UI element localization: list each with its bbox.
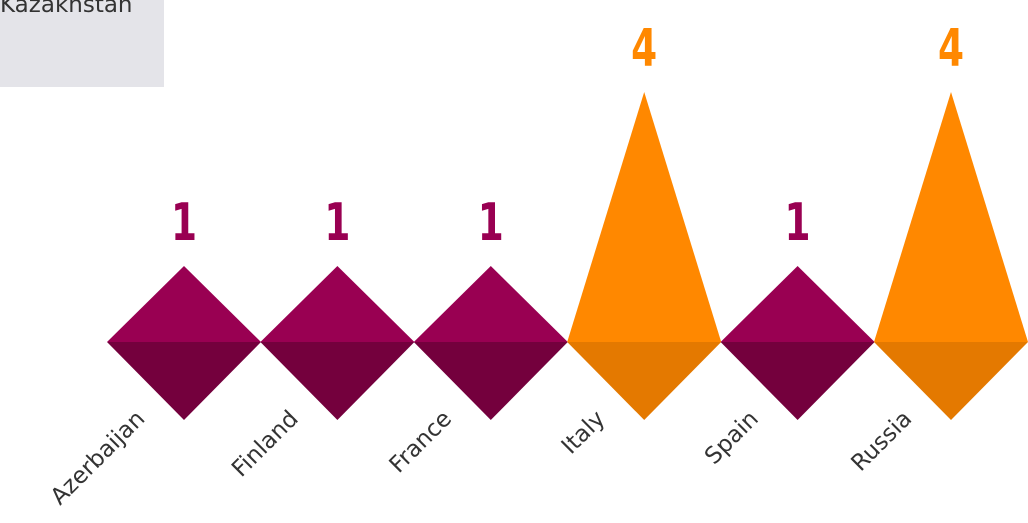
bar-lower: [260, 342, 415, 420]
value-label: 1: [171, 192, 197, 253]
bar-lower: [107, 342, 261, 420]
bar-lower: [567, 342, 722, 420]
legend-box: Kazakhstan: [0, 0, 164, 87]
bar-upper: [107, 266, 261, 342]
value-label: 4: [938, 18, 964, 79]
bar-lower: [874, 342, 1028, 420]
bar-lower: [720, 342, 875, 420]
value-label: 1: [324, 192, 350, 253]
category-label: Finland: [227, 406, 304, 483]
category-label: Russia: [847, 406, 918, 477]
bar-lower: [413, 342, 568, 420]
category-label: Azerbaijan: [46, 406, 150, 510]
bar-upper: [567, 92, 722, 342]
value-label: 1: [478, 192, 504, 253]
category-label: Spain: [700, 406, 764, 470]
bar-upper: [260, 266, 415, 342]
bar-upper: [413, 266, 568, 342]
bar-upper: [720, 266, 875, 342]
value-label: 1: [785, 192, 811, 253]
legend-label: Kazakhstan: [0, 0, 133, 18]
category-label: France: [385, 406, 457, 478]
bar-upper: [874, 92, 1028, 342]
value-label: 4: [631, 18, 657, 79]
category-label: Italy: [557, 406, 611, 460]
